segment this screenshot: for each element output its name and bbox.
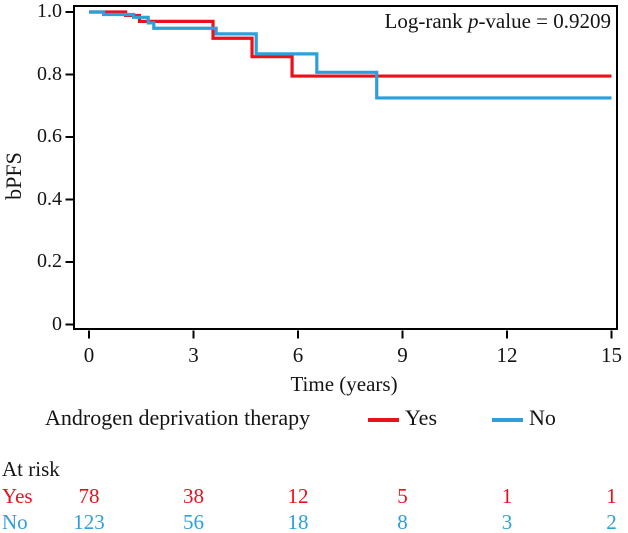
plot-frame xyxy=(73,5,618,330)
at-risk-count-no: 18 xyxy=(287,510,309,533)
legend-line-swatch-yes xyxy=(368,418,399,422)
at-risk-count-no: 8 xyxy=(397,510,408,533)
at-risk-count-yes: 1 xyxy=(501,484,513,508)
at-risk-count-no: 123 xyxy=(73,510,105,533)
annotation-prefix: Log-rank xyxy=(384,9,468,33)
x-axis-title: Time (years) xyxy=(290,372,398,396)
y-tick-label: 0.4 xyxy=(37,187,62,210)
at-risk-count-yes: 78 xyxy=(78,484,100,508)
x-tick-label: 12 xyxy=(496,343,518,367)
legend-title: Androgen deprivation therapy xyxy=(45,405,311,430)
legend-label-no: No xyxy=(529,405,556,430)
y-tick-label: 0.2 xyxy=(37,250,62,272)
x-tick-label: 3 xyxy=(188,343,199,367)
annotation-italic-p: p xyxy=(467,9,479,33)
x-tick-label: 6 xyxy=(292,343,304,367)
at-risk-count-no: 56 xyxy=(183,510,204,533)
at-risk-count-yes: 5 xyxy=(397,484,408,508)
x-tick-label: 9 xyxy=(397,343,408,367)
at-risk-count-no: 3 xyxy=(501,510,513,533)
at-risk-count-yes: 1 xyxy=(606,484,617,508)
at-risk-row-label-no: No xyxy=(2,510,28,533)
annotation-suffix: -value = 0.9209 xyxy=(478,9,611,33)
log-rank-annotation: Log-rank p-value = 0.9209 xyxy=(385,9,611,34)
y-tick-label: 0.6 xyxy=(37,125,62,147)
km-curve-no xyxy=(89,10,612,100)
y-tick-label: 1.0 xyxy=(37,0,62,22)
legend-line-swatch-no xyxy=(492,418,523,422)
x-tick-label: 0 xyxy=(83,343,95,367)
at-risk-header: At risk xyxy=(2,457,60,481)
y-tick-label: 0.8 xyxy=(37,62,62,85)
legend-label-yes: Yes xyxy=(405,405,438,430)
at-risk-count-yes: 38 xyxy=(183,484,204,508)
x-tick-label: 15 xyxy=(601,343,622,367)
at-risk-row-label-yes: Yes xyxy=(2,484,33,508)
y-tick-label: 0 xyxy=(52,312,62,335)
at-risk-count-yes: 12 xyxy=(287,484,309,508)
at-risk-count-no: 2 xyxy=(606,510,617,533)
